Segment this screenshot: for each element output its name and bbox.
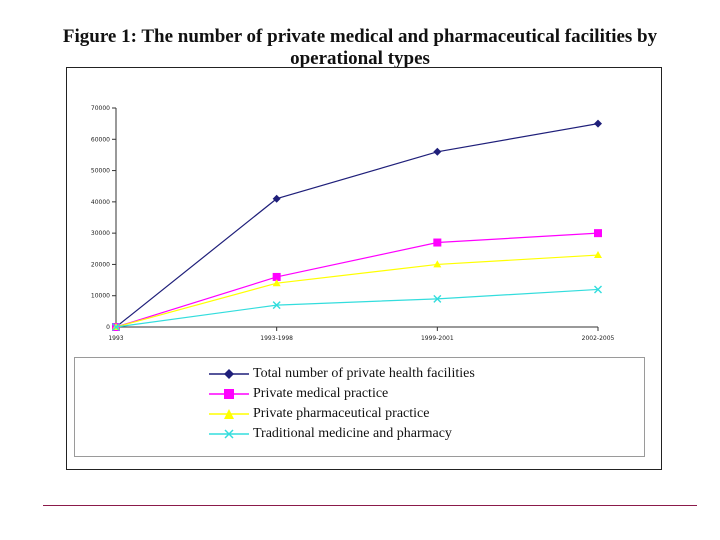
data-point	[272, 194, 281, 203]
data-point	[272, 279, 281, 287]
series-line-4	[115, 288, 599, 328]
chart-frame	[66, 67, 662, 470]
legend-marker-diamond-icon	[209, 369, 249, 379]
x-tick-label: 1999-2001	[421, 335, 454, 342]
y-tick-label: 30000	[91, 230, 110, 237]
legend-marker-triangle-icon	[209, 409, 249, 419]
legend-item-traditional: Traditional medicine and pharmacy	[209, 424, 452, 444]
legend-item-pharmaceutical: Private pharmaceutical practice	[209, 404, 429, 424]
data-point	[594, 119, 602, 128]
y-tick-label: 10000	[91, 293, 110, 300]
data-point	[433, 238, 442, 247]
bottom-divider	[43, 505, 697, 506]
data-point	[433, 147, 442, 156]
x-tick-label: 1993-1998	[260, 335, 293, 342]
x-tick-label: 1993	[108, 335, 123, 342]
chart-legend: Total number of private health facilitie…	[74, 357, 645, 457]
legend-label-traditional: Traditional medicine and pharmacy	[253, 426, 452, 441]
y-tick-label: 0	[106, 324, 110, 331]
y-tick-label: 50000	[91, 168, 110, 175]
data-point	[594, 285, 602, 294]
legend-item-medical: Private medical practice	[209, 384, 388, 404]
data-point	[594, 229, 602, 238]
line-chart: 70000 60000 50000 40000 30000 20000 10000 0 1993…	[91, 105, 615, 342]
data-point	[433, 294, 442, 303]
figure-title-line-2: operational types	[290, 48, 430, 69]
series-line-2	[115, 232, 599, 328]
data-point	[272, 272, 281, 281]
x-tick-label: 2002-2005	[582, 335, 615, 342]
legend-marker-square-icon	[209, 389, 249, 399]
legend-item-total: Total number of private health facilitie…	[209, 364, 475, 384]
figure-title-line-1: Figure 1: The number of private medical …	[62, 26, 658, 47]
data-point	[272, 301, 281, 310]
y-tick-label: 60000	[91, 136, 110, 143]
figure-title: Figure 1: The number of private medical …	[0, 26, 720, 70]
y-tick-label: 40000	[91, 199, 110, 206]
y-tick-label: 20000	[91, 261, 110, 268]
series-line-1	[115, 123, 599, 328]
legend-label-medical: Private medical practice	[253, 386, 389, 401]
data-point	[112, 323, 120, 331]
legend-label-pharmaceutical: Private pharmaceutical practice	[253, 406, 430, 421]
data-point	[594, 251, 602, 259]
y-tick-label: 70000	[91, 105, 110, 112]
legend-label-total: Total number of private health facilitie…	[253, 366, 475, 381]
legend-marker-x-icon	[209, 429, 249, 439]
series-line-3	[115, 254, 599, 328]
data-point	[433, 260, 442, 268]
